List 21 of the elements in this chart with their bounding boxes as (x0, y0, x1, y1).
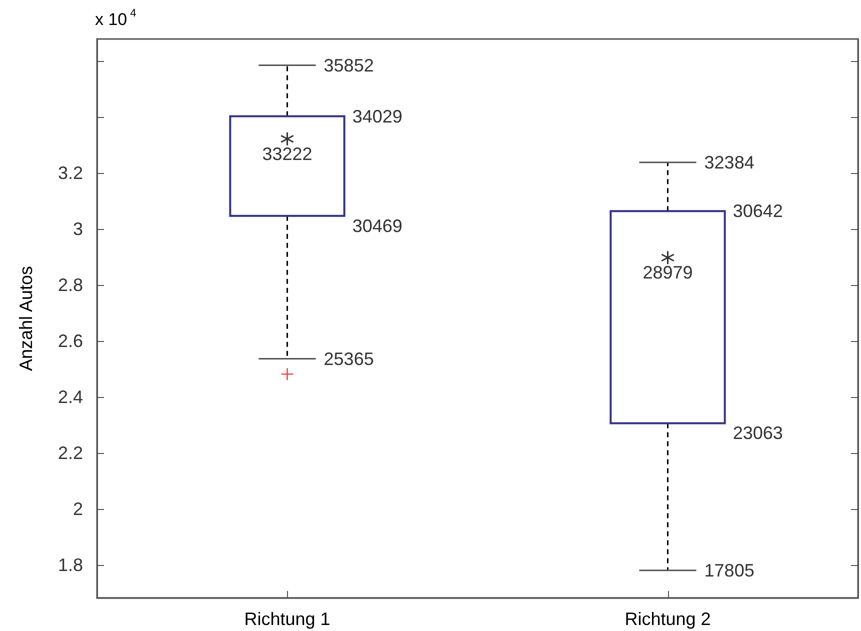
annotation: 30469 (352, 216, 402, 236)
y-tick-label: 2 (72, 498, 83, 519)
annotation: 35852 (324, 55, 374, 76)
y-tick-label: 3.2 (58, 163, 83, 184)
x-tick-label: Richtung 1 (244, 609, 330, 629)
annotation: 25365 (324, 348, 374, 369)
x-tick-label: Richtung 2 (624, 609, 711, 629)
annotation: 30642 (732, 201, 783, 222)
annotation: 17805 (704, 560, 754, 580)
y-axis-title: Anzahl Autos (16, 266, 36, 372)
annotation: 23063 (732, 423, 783, 444)
y-tick-label: 1.8 (58, 554, 83, 575)
annotation: 28979 (642, 262, 693, 283)
y-tick-label: 3 (72, 219, 83, 240)
annotation: 32384 (704, 152, 754, 172)
annotation: 33222 (262, 144, 312, 164)
y-tick-label: 2.4 (58, 387, 83, 408)
annotation: 34029 (352, 106, 402, 126)
y-tick-label: 2.2 (58, 443, 83, 463)
y-tick-label: 2.6 (58, 331, 83, 352)
y-tick-label: 2.8 (58, 275, 83, 296)
